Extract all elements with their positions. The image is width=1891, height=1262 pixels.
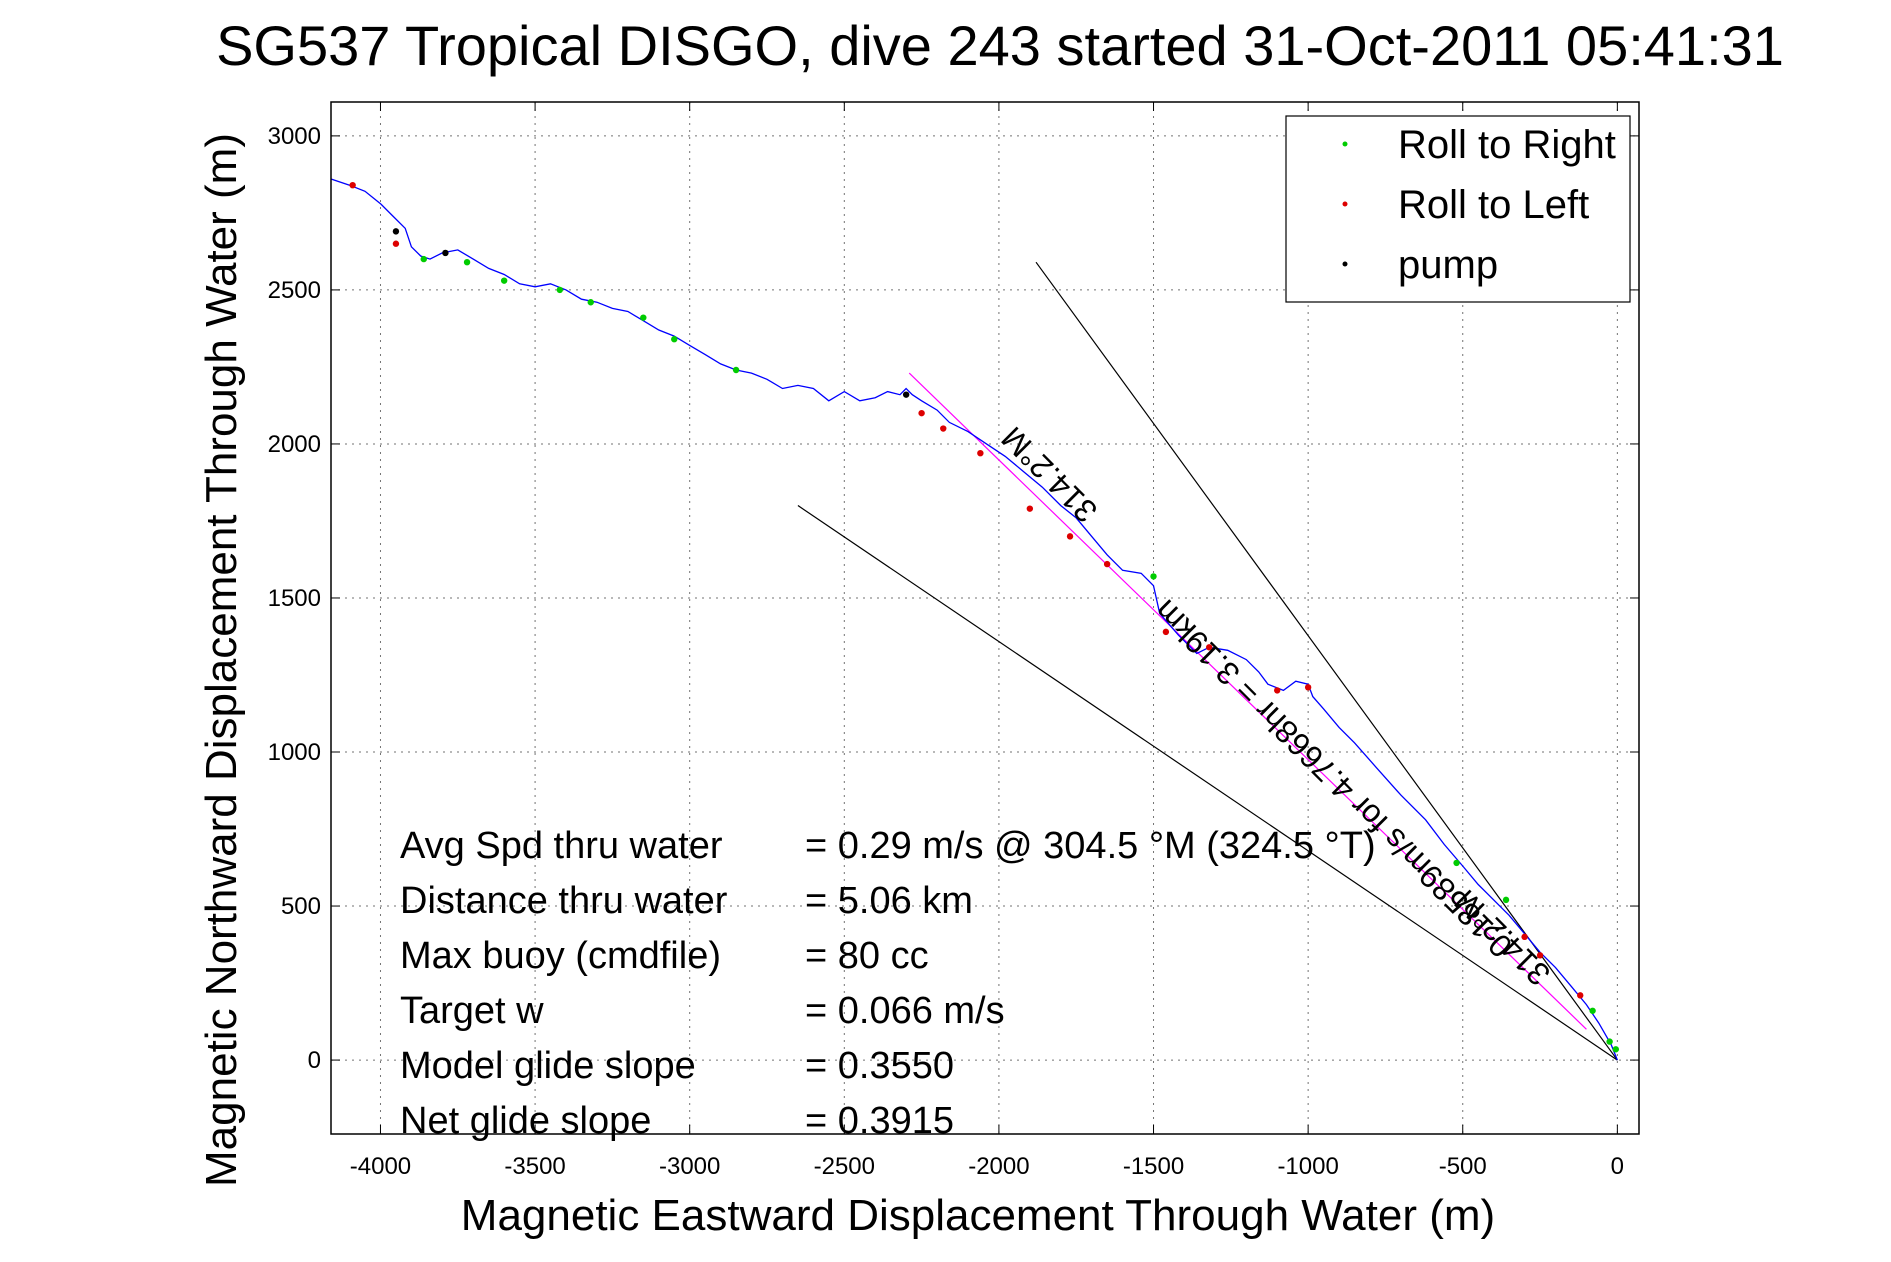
plot-frame	[330, 101, 1640, 1135]
legend-marker	[1342, 261, 1348, 267]
y-tick-label: 0	[308, 1047, 321, 1074]
roll-left-point	[1577, 992, 1584, 999]
y-axis-label: Magnetic Northward Displacement Through …	[197, 133, 246, 1187]
roll-left-point	[1162, 628, 1170, 636]
x-tick-label: -1500	[1123, 1153, 1184, 1180]
stat-value: = 0.3915	[805, 1100, 954, 1142]
roll-left-point	[1026, 505, 1034, 512]
heading-line	[908, 372, 1587, 1030]
y-tick-label: 500	[281, 893, 321, 920]
x-tick-label: -2000	[968, 1153, 1029, 1180]
stat-label: Target w	[400, 990, 544, 1032]
roll-right-point	[1589, 1007, 1596, 1014]
x-tick-label: -4000	[350, 1153, 411, 1180]
chart-title: SG537 Tropical DISGO, dive 243 started 3…	[216, 14, 1784, 77]
roll-right-point	[1612, 1046, 1620, 1053]
stat-value: = 0.3550	[805, 1045, 954, 1087]
y-tick-label: 3000	[268, 123, 321, 150]
roll-right-point	[587, 299, 594, 306]
y-tick-label: 2500	[268, 277, 321, 304]
cone-lines	[797, 261, 1618, 1061]
roll-right-point	[1453, 859, 1460, 867]
stat-label: Distance thru water	[400, 880, 728, 922]
grid	[331, 102, 1639, 1134]
x-tick-label: -3500	[504, 1153, 565, 1180]
legend: Roll to Right Roll to Left pump	[1285, 115, 1631, 303]
roll-left-point	[1521, 933, 1528, 941]
roll-left-point	[392, 240, 400, 247]
stat-label: Model glide slope	[400, 1045, 696, 1087]
legend-marker	[1342, 141, 1348, 147]
roll-left-point	[918, 409, 925, 417]
roll-right-point	[556, 286, 564, 294]
roll-right-point	[500, 277, 508, 284]
leg-speed-annotation: 0.18589m/s for 4.7668hr = 3.19km	[1147, 593, 1519, 965]
roll-right-point	[1606, 1038, 1613, 1045]
track-group	[330, 178, 1619, 1061]
roll-left-point	[1274, 687, 1281, 694]
roll-right-point	[640, 314, 647, 321]
roll-left-point	[977, 449, 984, 457]
y-tick-label: 2000	[268, 431, 321, 458]
stat-label: Max buoy (cmdfile)	[400, 935, 721, 977]
cone-line	[797, 505, 1618, 1061]
stat-value: = 0.29 m/s @ 304.5 °M (324.5 °T)	[805, 825, 1376, 867]
pump-point	[442, 249, 449, 257]
legend-label: Roll to Right	[1398, 123, 1616, 167]
stat-label: Net glide slope	[400, 1100, 651, 1142]
roll-left-point	[1103, 560, 1111, 568]
legend-label: pump	[1398, 243, 1498, 287]
stat-value: = 5.06 km	[805, 880, 973, 922]
roll-left-point	[1304, 684, 1312, 691]
roll-right-point	[1502, 896, 1510, 904]
x-ticks: -4000 -3500 -3000 -2500 -2000 -1500 -1000 -500 0	[350, 102, 1624, 1180]
roll-right-point	[1150, 573, 1157, 580]
roll-right-point	[732, 366, 740, 374]
cone-line	[1035, 261, 1618, 1061]
roll-left-point	[349, 181, 356, 189]
roll-right-point	[463, 258, 471, 266]
legend-marker	[1342, 201, 1348, 207]
pump-point	[392, 228, 400, 235]
x-tick-label: -1000	[1277, 1153, 1338, 1180]
x-axis-label: Magnetic Eastward Displacement Through W…	[461, 1191, 1495, 1240]
roll-left-point	[1205, 644, 1213, 651]
y-ticks: 0 500 1000 1500 2000 2500 3000	[268, 123, 1639, 1074]
track-line	[330, 178, 1619, 1061]
roll-left-point	[940, 425, 947, 432]
x-tick-label: -2500	[814, 1153, 875, 1180]
pump-point	[902, 391, 910, 398]
stat-label: Avg Spd thru water	[400, 825, 723, 867]
x-tick-label: -3000	[659, 1153, 720, 1180]
heading-annotation-a: 314.2°M	[994, 420, 1104, 530]
y-tick-label: 1000	[268, 739, 321, 766]
roll-left-point	[1066, 533, 1074, 540]
roll-right-point	[420, 255, 427, 263]
heading-annotations: 314.2°M 314.2°M 0.18589m/s for 4.7668hr …	[994, 420, 1557, 993]
stat-value: = 0.066 m/s	[805, 990, 1005, 1032]
legend-box	[1285, 115, 1631, 303]
y-tick-label: 1500	[268, 585, 321, 612]
x-tick-label: -500	[1439, 1153, 1487, 1180]
roll-points	[349, 181, 1620, 1053]
roll-right-point	[671, 336, 678, 343]
roll-left-point	[1536, 952, 1544, 959]
heading-line-group	[908, 372, 1587, 1030]
legend-label: Roll to Left	[1398, 183, 1589, 227]
x-tick-label: 0	[1611, 1153, 1624, 1180]
stat-value: = 80 cc	[805, 935, 929, 977]
stats-block: Avg Spd thru water = 0.29 m/s @ 304.5 °M …	[400, 825, 1376, 1142]
